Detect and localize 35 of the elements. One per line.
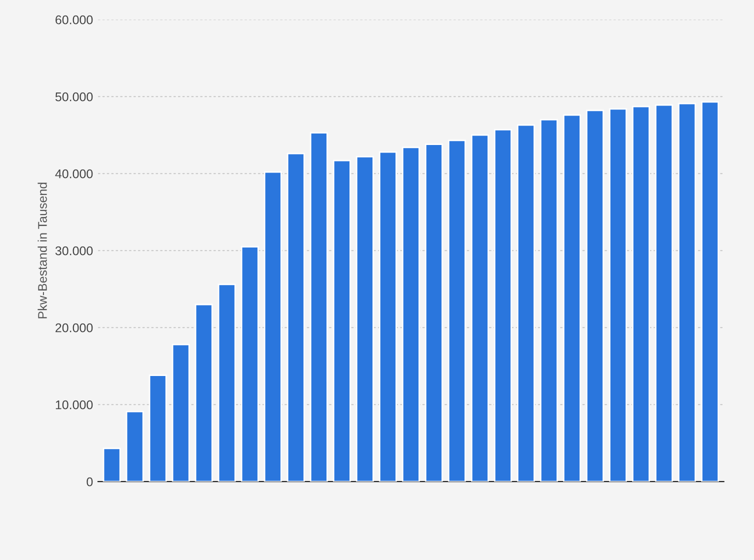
bar (102, 448, 121, 482)
bar (655, 104, 673, 482)
bar (218, 284, 236, 482)
bar (264, 171, 282, 482)
bar (194, 304, 213, 482)
bar (540, 119, 558, 482)
y-tick-label: 10.000 (56, 400, 93, 410)
bar (172, 344, 190, 482)
bar (148, 374, 167, 482)
bar (609, 108, 627, 482)
bar (126, 410, 144, 482)
bar (632, 106, 650, 482)
bar (516, 124, 535, 482)
y-tick-label: 60.000 (56, 15, 93, 24)
bar (701, 101, 720, 482)
y-tick-label: 50.000 (55, 92, 93, 102)
bar (678, 102, 696, 482)
bar (448, 140, 466, 482)
bar (563, 114, 581, 482)
bar (286, 152, 305, 482)
y-tick-label: 20.000 (56, 323, 93, 332)
bar (240, 246, 259, 482)
y-tick-label: 40.000 (55, 169, 93, 178)
y-tick-label: 30.000 (55, 246, 93, 256)
y-axis-title: Pkw-Bestand in Tausend (38, 182, 47, 318)
bar (402, 146, 420, 482)
bar (586, 110, 604, 482)
y-tick-label: 0 (86, 477, 93, 486)
bar (494, 129, 512, 482)
bar (356, 156, 374, 482)
bar (332, 160, 351, 482)
bar (470, 134, 489, 482)
bar (378, 151, 397, 482)
bar (424, 144, 443, 482)
bar (310, 132, 328, 482)
